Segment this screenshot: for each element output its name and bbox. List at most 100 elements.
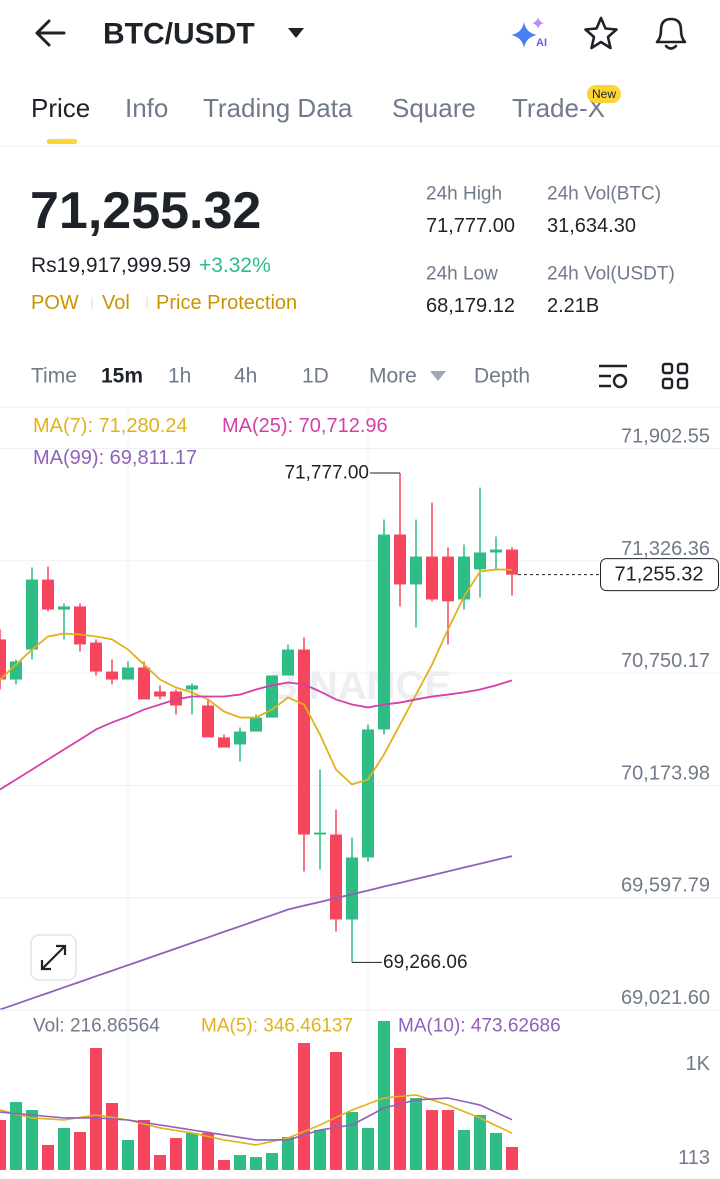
price-change: +3.32% [199,254,271,277]
alert-bell[interactable] [655,17,687,50]
candle-body [154,691,166,697]
candle-body [298,649,310,835]
expand-button[interactable] [30,934,77,981]
candle-body [346,857,358,920]
volume-bar [506,1146,518,1170]
bell-clapper[interactable] [664,44,678,50]
ma-line [0,568,513,786]
grid-cell[interactable] [676,377,689,390]
volume-bar [314,1129,326,1170]
candle-body [426,556,438,600]
back-arrow[interactable] [35,19,66,47]
layout-grid[interactable] [661,362,689,390]
stat-value: 2.21B [547,295,599,317]
candle-body [42,579,54,610]
grid-cell[interactable] [661,362,674,375]
tab-trading-data[interactable]: Trading Data [203,93,353,123]
volume-bar [282,1136,294,1170]
volume-bar [106,1103,118,1170]
volume-bar [458,1129,470,1170]
candle-body [474,552,486,570]
candle-body [458,556,470,600]
back-button[interactable] [35,19,66,47]
volume-chart: 113 1K [0,1020,711,1170]
expand-arrows[interactable] [40,944,67,971]
vol-ma-line [0,1094,513,1146]
interval-1h[interactable]: 1h [168,365,191,388]
price-tag-text: 71,255.32 [615,564,704,586]
volume-bar [298,1043,310,1170]
volume-bar [362,1127,374,1170]
vol-ma-line [0,1097,513,1141]
tab-price[interactable]: Price [31,93,90,123]
vol-ma5-legend: MA(5): 346.46137 [201,1016,353,1037]
ma-line [0,679,513,791]
vol-tick-label: 113 [678,1147,710,1169]
stat-value: 68,179.12 [426,295,515,317]
stat-value: 71,777.00 [426,215,515,237]
grid-cell[interactable] [661,377,674,390]
volume-bar [138,1120,150,1170]
candle-body [490,549,502,553]
interval-15m[interactable]: 15m [101,365,143,388]
settings-lines[interactable] [599,364,627,388]
tag-pow[interactable]: POW [31,292,79,314]
y-tick-label: 70,173.98 [621,762,710,784]
ma99-legend: MA(99): 69,811.17 [33,447,197,469]
candle-body [186,685,198,690]
settings-gear[interactable] [612,373,628,389]
y-tick-label: 70,750.17 [621,650,710,672]
candle-body [58,606,70,610]
candle-body [138,667,150,700]
grid-cell[interactable] [676,362,689,375]
volume-bar [266,1153,278,1170]
stat-label: 24h Vol(USDT) [547,264,675,285]
pair-title[interactable]: BTC/USDT [103,18,255,51]
volume-bar [58,1127,70,1170]
tag-separator [146,297,148,309]
ma-line [0,855,513,1011]
volume-bar [346,1112,358,1170]
more-caret[interactable] [430,371,446,381]
tag-vol[interactable]: Vol [102,292,130,314]
interval-depth[interactable]: Depth [474,365,530,388]
indicator-settings[interactable] [599,364,628,389]
volume-bar [218,1160,230,1170]
favorite-star[interactable] [584,16,618,50]
interval-1d[interactable]: 1D [302,365,329,388]
ai-sparkle[interactable] [511,22,537,48]
candle-body [442,556,454,602]
volume-bar [74,1131,86,1170]
pair-dropdown-caret[interactable] [288,28,304,38]
volume-bar [410,1098,422,1170]
candle-body [218,737,230,748]
volume-bar [330,1051,342,1170]
candle-body [314,832,326,835]
volume-bar [442,1110,454,1170]
volume-bar [250,1157,262,1170]
ai-label[interactable]: AI [536,37,547,49]
bell-body[interactable] [655,17,687,44]
tab-square[interactable]: Square [392,93,476,123]
stat-value: 31,634.30 [547,215,636,237]
last-price: 71,255.32 [30,182,261,240]
tab-info[interactable]: Info [125,93,168,123]
interval-more[interactable]: More [369,365,417,388]
volume-bar [90,1048,102,1170]
tab-indicator [47,139,77,144]
fiat-value: Rs19,917,999.59 [31,254,191,277]
y-tick-label: 71,326.36 [621,538,710,560]
ai-button[interactable]: AI [511,17,547,49]
interval-time[interactable]: Time [31,365,77,388]
new-badge [587,85,621,103]
ma25-legend: MA(25): 70,712.96 [222,415,388,437]
low-label: 69,266.06 [383,952,468,973]
volume-bar [0,1120,6,1170]
tag-price-protection[interactable]: Price Protection [156,292,297,314]
tag-separator [91,297,93,309]
ai-sparkle-small[interactable] [532,17,544,29]
interval-4h[interactable]: 4h [234,365,257,388]
candle-body [330,834,342,920]
